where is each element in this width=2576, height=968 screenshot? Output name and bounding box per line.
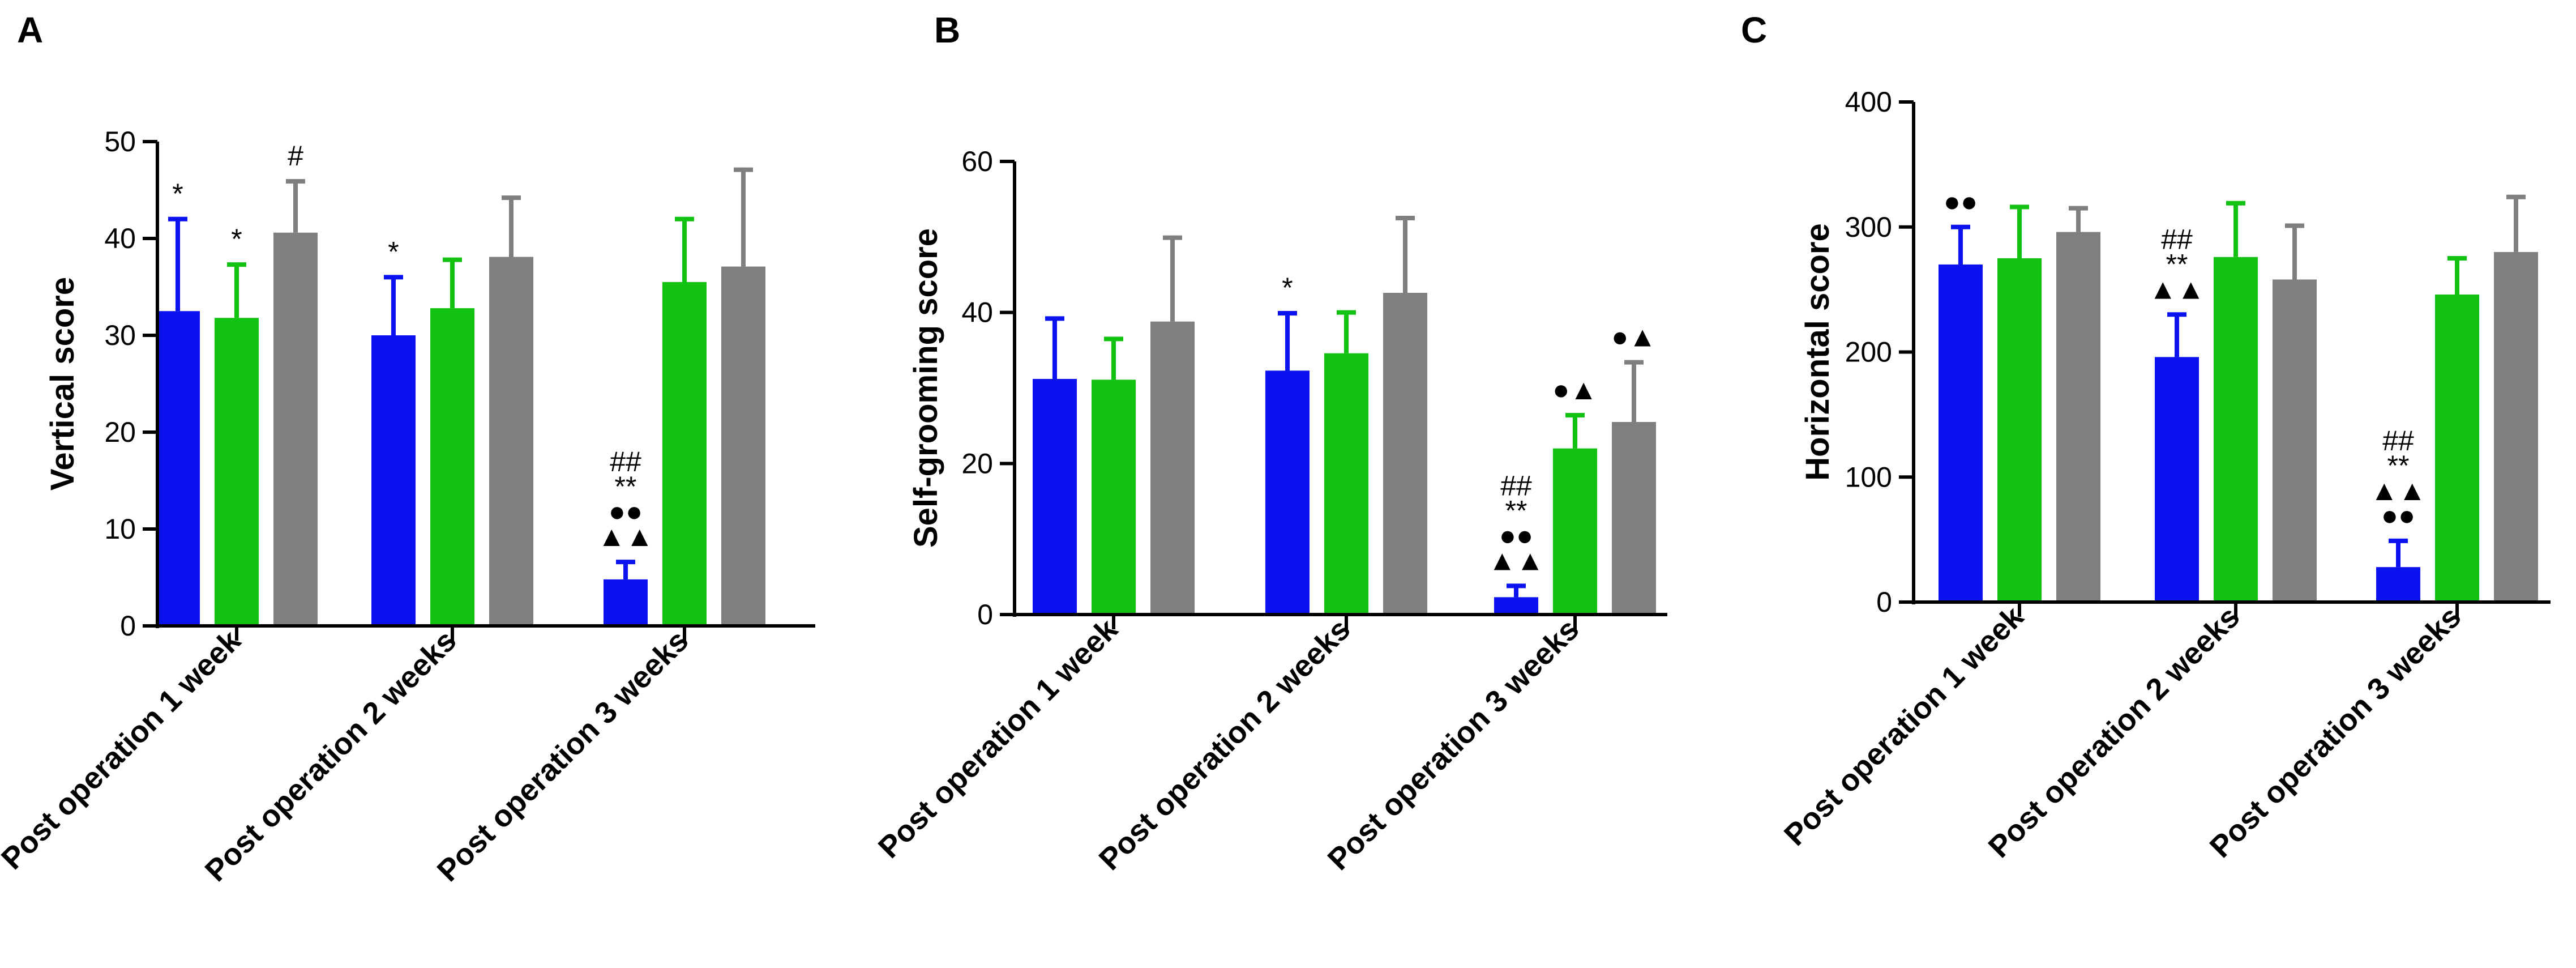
panel-c-y-tick-label-5: 400: [1845, 86, 1892, 118]
panel-c-bar-s3-c3: [2494, 251, 2538, 602]
panel-c-y-tick-label-2: 100: [1845, 461, 1892, 493]
panel-b-y-axis-label: Self-grooming score: [908, 228, 944, 548]
panel-b-annotation-s1-c3-1: ▲▲: [1488, 544, 1544, 576]
panel-a-x-category-label-3: Post operation 3 weeks: [431, 624, 695, 888]
panel-c-annotation-s1-c2-3: ##: [2161, 223, 2193, 255]
panel-a-annotation-s1-c2-1: *: [388, 236, 399, 267]
panel-b-annotation-s2-c3-1: ●▲: [1552, 374, 1598, 406]
panel-a-x-category-label-1: Post operation 1 week: [0, 623, 247, 876]
panel-a-annotation-s1-c3-2: ●●: [609, 496, 643, 527]
panel-a-annotation-s2-c1-1: *: [231, 223, 242, 255]
panel-c-bar-s2-c2: [2214, 257, 2258, 603]
panel-a-bar-s1-c3: [604, 579, 648, 626]
panel-c-x-category-label-2: Post operation 2 weeks: [1982, 600, 2246, 864]
panel-a-annotation-s1-c1-1: *: [172, 178, 183, 210]
panel-c-bar-s3-c1: [2056, 232, 2100, 603]
panel-b-bar-s3-c3: [1612, 422, 1656, 615]
panel-a-bar-s2-c3: [662, 282, 707, 626]
panel-b-x-category-label-1: Post operation 1 week: [872, 612, 1124, 864]
panel-b-y-tick-label-3: 40: [961, 297, 993, 329]
panel-a-y-tick-label-4: 30: [104, 319, 136, 351]
panel-b-y-tick-label-1: 0: [977, 599, 993, 630]
panel-c-annotation-s1-c1-1: ●●: [1944, 186, 1978, 218]
panel-c-y-tick-label-1: 0: [1876, 586, 1892, 618]
panel-a-y-tick-label-6: 50: [104, 126, 136, 157]
panel-b-bar-s2-c1: [1092, 379, 1136, 615]
panel-a-annotation-s1-c3-4: ##: [610, 446, 641, 477]
panel-a-bar-s3-c3: [721, 266, 765, 626]
panel-b-annotation-s3-c3-1: ●▲: [1611, 321, 1657, 353]
panel-a-annotation-s1-c3-3: **: [615, 471, 637, 502]
panel-c-annotation-s1-c3-3: **: [2387, 450, 2410, 481]
panel-b-bar-s1-c2: [1265, 370, 1310, 615]
panel-c-letter: C: [1741, 10, 1767, 50]
panel-a-y-axis-label: Vertical score: [44, 277, 81, 491]
panel-a-bar-s1-c1: [156, 311, 200, 626]
panel-a-y-tick-label-3: 20: [104, 416, 136, 448]
panel-c-x-category-label-3: Post operation 3 weeks: [2203, 600, 2468, 864]
panel-b-bar-s1-c3: [1494, 597, 1538, 615]
panel-c-bar-s2-c1: [1997, 258, 2042, 602]
panel-b-bar-s1-c1: [1033, 379, 1077, 615]
panel-a-y-tick-label-2: 10: [104, 513, 136, 545]
panel-c-annotation-s1-c2-1: ▲▲: [2149, 273, 2205, 305]
panel-a-bar-s3-c2: [489, 257, 533, 626]
panel-c-bar-s1-c1: [1939, 264, 1983, 603]
panel-a-bar-s2-c1: [215, 318, 259, 626]
panel-b-bar-s2-c2: [1324, 353, 1368, 615]
panel-b-bar-s2-c3: [1553, 448, 1597, 615]
panel-c-bar-s1-c2: [2155, 357, 2199, 602]
panel-c-annotation-s1-c3-4: ##: [2382, 425, 2414, 457]
panel-b-x-category-label-3: Post operation 3 weeks: [1321, 612, 1586, 877]
panel-c-y-tick-label-3: 200: [1845, 336, 1892, 368]
panel-a-letter: A: [17, 10, 43, 50]
panel-a-bar-s1-c2: [371, 335, 416, 626]
panel-c-bar-s1-c3: [2376, 567, 2420, 602]
panel-b: B Self-grooming score * ▲▲●●**## ●▲ ●▲ 0 20 40 60…: [872, 10, 1667, 877]
panel-a-annotation-s3-c1-1: #: [288, 140, 303, 172]
panel-b-y-tick-label-2: 20: [961, 447, 993, 479]
panel-c-annotation-s1-c3-1: ●●: [2381, 500, 2415, 531]
panel-b-bar-s3-c2: [1383, 293, 1427, 615]
panel-c-bar-s3-c2: [2273, 279, 2317, 603]
panel-b-annotation-s1-c3-3: **: [1505, 494, 1527, 526]
panel-b-annotation-s1-c2-1: *: [1282, 272, 1293, 304]
panel-b-y-tick-label-4: 60: [961, 146, 993, 177]
panel-b-annotation-s1-c3-2: ●●: [1499, 519, 1533, 551]
panel-a-x-category-label-2: Post operation 2 weeks: [199, 624, 463, 888]
panel-a-bar-s3-c1: [273, 232, 318, 626]
panel-b-bar-s3-c1: [1150, 321, 1195, 615]
panel-b-x-category-label-2: Post operation 2 weeks: [1093, 612, 1357, 877]
panel-b-letter: B: [934, 10, 960, 50]
panel-a-y-tick-label-1: 0: [120, 610, 136, 642]
panel-b-annotation-s1-c3-4: ##: [1500, 470, 1532, 501]
panel-a-bar-s2-c2: [430, 308, 474, 626]
panel-c-annotation-s1-c2-2: **: [2166, 248, 2188, 280]
panel-a-y-tick-label-5: 40: [104, 223, 136, 254]
panel-c-x-category-label-1: Post operation 1 week: [1778, 599, 2030, 852]
panel-c-annotation-s1-c3-2: ▲▲: [2370, 475, 2427, 506]
panel-a-annotation-s1-c3-1: ▲▲: [598, 521, 654, 552]
panel-c-y-axis-label: Horizontal score: [1799, 223, 1836, 480]
panel-c-y-tick-label-4: 300: [1845, 211, 1892, 243]
panel-c-bar-s2-c3: [2435, 294, 2479, 602]
